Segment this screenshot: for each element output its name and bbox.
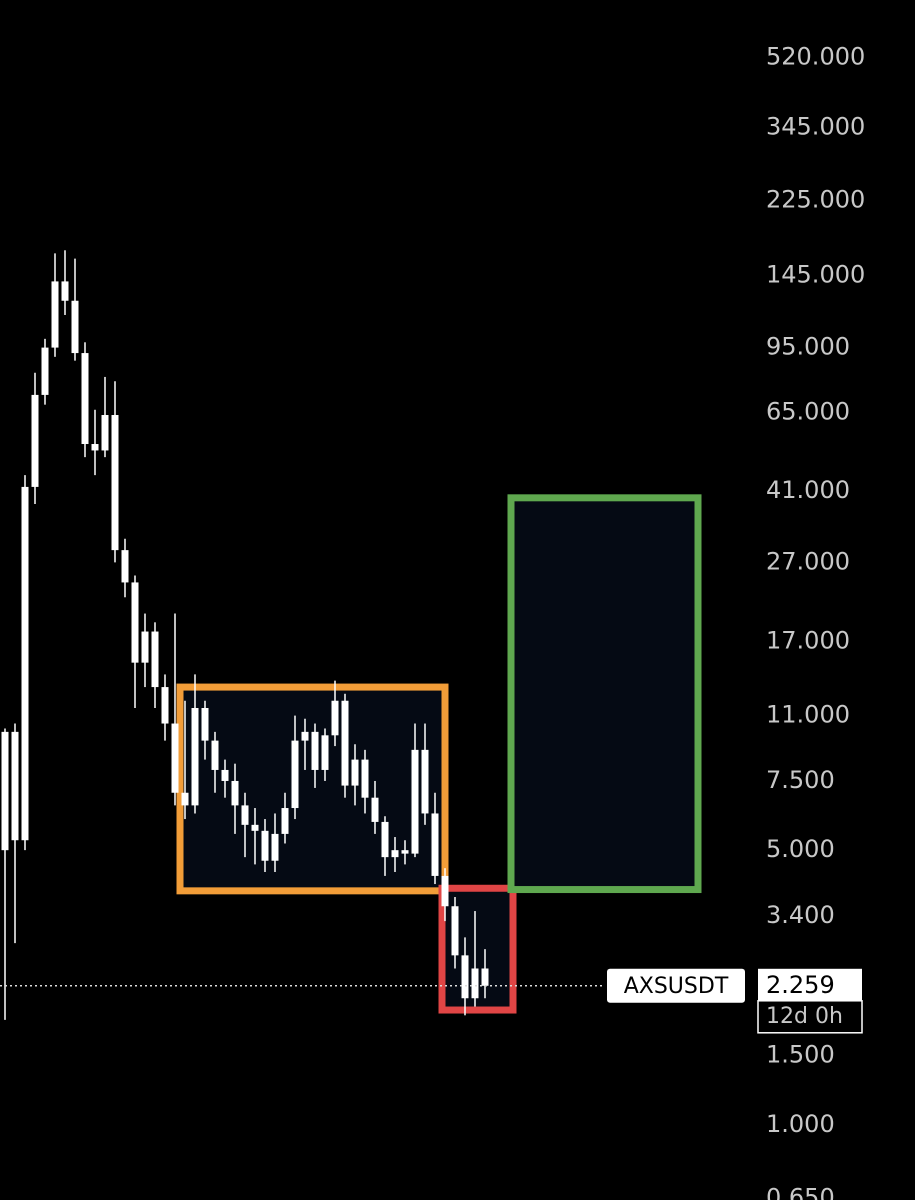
candle-body	[311, 731, 319, 770]
candle-body	[461, 955, 469, 999]
candle-body	[441, 875, 449, 907]
candle-body	[371, 797, 379, 822]
candle-body	[221, 769, 229, 781]
zone	[176, 683, 449, 895]
y-tick-label: 145.000	[766, 260, 865, 288]
y-tick-label: 1.000	[766, 1110, 835, 1138]
candle-body	[411, 749, 419, 854]
candle-body	[101, 415, 109, 451]
candle-body	[81, 353, 89, 445]
candles	[1, 250, 489, 1020]
candle-body	[211, 740, 219, 770]
zones	[176, 494, 702, 1014]
y-tick-label: 7.500	[766, 766, 835, 794]
candle-body	[51, 281, 59, 348]
candle-body	[261, 830, 269, 861]
price-box	[758, 968, 862, 1001]
candle-body	[191, 708, 199, 806]
candle-body	[351, 759, 359, 786]
candle-body	[301, 731, 309, 741]
y-tick-label: 5.000	[766, 835, 835, 863]
y-tick-label: 3.400	[766, 901, 835, 929]
price-tag: AXSUSDT 2.259 12d 0h	[607, 968, 863, 1034]
candle-body	[431, 813, 439, 876]
candle-body	[381, 821, 389, 858]
symbol-box	[607, 968, 745, 1003]
candle-body	[421, 749, 429, 814]
candle-body	[31, 394, 39, 487]
candle-body	[111, 415, 119, 551]
y-tick-label: 11.000	[766, 701, 850, 729]
zone	[507, 494, 702, 894]
candle-body	[281, 808, 289, 834]
countdown-label: 12d 0h	[766, 1004, 843, 1029]
y-tick-label: 65.000	[766, 397, 850, 425]
countdown-box	[757, 1000, 863, 1034]
candle-body	[321, 735, 329, 770]
y-tick-label: 520.000	[766, 42, 865, 70]
candle-body	[91, 444, 99, 451]
candle-body	[151, 631, 159, 688]
candle-body	[181, 792, 189, 806]
price-axis: 520.000 345.000 225.000 145.000 95.000 65.000…	[766, 42, 865, 1200]
candle-body	[471, 968, 479, 999]
y-tick-label: 95.000	[766, 333, 850, 361]
candle-body	[41, 347, 49, 395]
candle-body	[61, 281, 69, 301]
candle-body	[141, 631, 149, 663]
candle-body	[131, 582, 139, 663]
candle-body	[401, 850, 409, 854]
y-tick-label: 1.500	[766, 1041, 835, 1069]
y-tick-label: 27.000	[766, 547, 850, 575]
candle-body	[331, 700, 339, 736]
candle-body	[241, 805, 249, 825]
candle-body	[121, 550, 129, 583]
candle-body	[341, 700, 349, 786]
symbol-label: AXSUSDT	[624, 974, 729, 999]
y-tick-label: 17.000	[766, 626, 850, 654]
y-tick-label: 0.650	[766, 1183, 835, 1200]
candle-body	[171, 723, 179, 793]
candle-body	[71, 300, 79, 354]
candle-body	[11, 731, 19, 841]
candle-body	[201, 708, 209, 741]
candle-body	[291, 740, 299, 809]
price-label: 2.259	[766, 971, 835, 999]
candle-body	[361, 759, 369, 798]
candle-body	[271, 833, 279, 861]
candle-body	[231, 780, 239, 806]
candle-body	[1, 731, 9, 851]
candle-body	[21, 486, 29, 841]
y-tick-label: 41.000	[766, 476, 850, 504]
y-tick-label: 345.000	[766, 112, 865, 140]
candle-body	[391, 850, 399, 858]
candle-body	[161, 687, 169, 724]
candle-body	[481, 968, 489, 986]
candle-body	[451, 906, 459, 956]
y-tick-label: 225.000	[766, 185, 865, 213]
candle-body	[251, 824, 259, 831]
